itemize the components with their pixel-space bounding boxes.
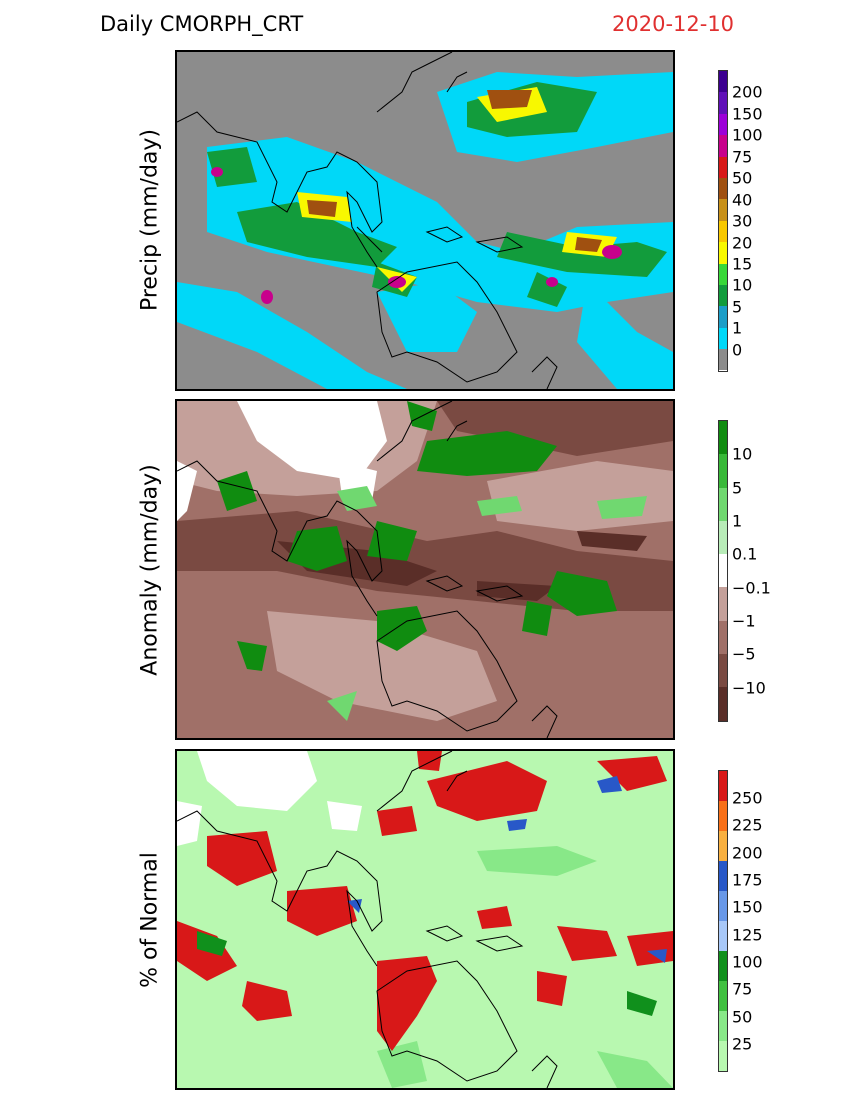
precip-legend-label: 1	[732, 318, 743, 338]
percent-normal-color-swatch	[719, 831, 727, 861]
percent-normal-legend-label: 100	[732, 952, 763, 972]
anomaly-legend-label: −10	[732, 678, 766, 698]
precip-color-bar	[718, 70, 728, 372]
precip-legend-label: 30	[732, 211, 753, 231]
anomaly-legend-label: 0.1	[732, 544, 758, 564]
precip-color-swatch	[719, 306, 727, 328]
percent-normal-color-swatch	[719, 891, 727, 921]
precip-color-swatch	[719, 242, 727, 264]
precip-color-swatch	[719, 71, 727, 93]
percent-normal-legend-label: 250	[732, 788, 763, 808]
percent-normal-color-swatch	[719, 1041, 727, 1071]
anomaly-map-panel	[175, 399, 675, 740]
anomaly-color-swatch	[719, 487, 727, 521]
anomaly-legend-label: −5	[732, 644, 756, 664]
precip-map-panel	[175, 50, 675, 391]
precip-color-swatch	[719, 92, 727, 114]
anomaly-color-swatch	[719, 654, 727, 688]
percent-normal-map-panel	[175, 749, 675, 1090]
anomaly-map	[177, 401, 673, 738]
percent-normal-legend-label: 225	[732, 815, 763, 835]
anomaly-legend-label: 1	[732, 511, 743, 531]
anomaly-color-swatch	[719, 587, 727, 621]
precip-color-swatch	[719, 263, 727, 285]
anomaly-color-swatch	[719, 520, 727, 555]
anomaly-color-swatch	[719, 620, 727, 655]
percent-normal-legend-label: 200	[732, 843, 763, 863]
percent-normal-color-swatch	[719, 801, 727, 831]
percent-normal-color-swatch	[719, 771, 727, 801]
percent-normal-color-bar	[718, 770, 728, 1072]
anomaly-axis-label: Anomaly (mm/day)	[137, 464, 163, 676]
anomaly-color-swatch	[719, 421, 727, 455]
map-title: Daily CMORPH_CRT	[100, 12, 304, 36]
percent-normal-color-swatch	[719, 1011, 727, 1041]
precip-legend-label: 10	[732, 275, 753, 295]
anomaly-color-bar	[718, 420, 728, 722]
map-date: 2020-12-10	[612, 12, 735, 36]
percent-normal-axis-label: % of Normal	[137, 852, 163, 988]
percent-normal-color-swatch	[719, 951, 727, 981]
precip-color-swatch	[719, 177, 727, 200]
precip-map	[177, 52, 673, 389]
anomaly-color-swatch	[719, 454, 727, 488]
percent-normal-legend-label: 75	[732, 979, 753, 999]
percent-normal-color-swatch	[719, 921, 727, 951]
precip-color-swatch	[719, 135, 727, 157]
precip-legend-label: 100	[732, 125, 763, 145]
precip-legend-label: 150	[732, 104, 763, 124]
precip-color-swatch	[719, 199, 727, 221]
precip-legend-label: 75	[732, 147, 753, 167]
percent-normal-legend-label: 150	[732, 897, 763, 917]
precip-axis-label: Precip (mm/day)	[137, 128, 163, 312]
precip-color-swatch	[719, 327, 727, 350]
precip-legend-label: 15	[732, 254, 753, 274]
percent-normal-color-swatch	[719, 861, 727, 891]
percent-normal-map	[177, 751, 673, 1088]
anomaly-legend-label: 5	[732, 478, 743, 498]
precip-color-swatch	[719, 284, 727, 307]
precip-color-swatch	[719, 220, 727, 243]
percent-normal-legend-label: 50	[732, 1007, 753, 1027]
anomaly-legend-label: −1	[732, 611, 756, 631]
anomaly-color-swatch	[719, 687, 727, 721]
precip-legend-label: 0	[732, 340, 743, 360]
precip-color-swatch	[719, 156, 727, 178]
anomaly-color-swatch	[719, 554, 727, 588]
precip-color-swatch	[719, 113, 727, 136]
percent-normal-legend-label: 25	[732, 1034, 753, 1054]
precip-legend-label: 200	[732, 82, 763, 102]
precip-legend-label: 50	[732, 168, 753, 188]
precip-legend-label: 5	[732, 297, 743, 317]
percent-normal-legend-label: 175	[732, 870, 763, 890]
precip-color-swatch	[719, 349, 727, 371]
anomaly-legend-label: −0.1	[732, 578, 771, 598]
percent-normal-legend-label: 125	[732, 925, 763, 945]
percent-normal-color-swatch	[719, 981, 727, 1011]
precip-legend-label: 20	[732, 233, 753, 253]
anomaly-legend-label: 10	[732, 444, 753, 464]
precip-legend-label: 40	[732, 190, 753, 210]
